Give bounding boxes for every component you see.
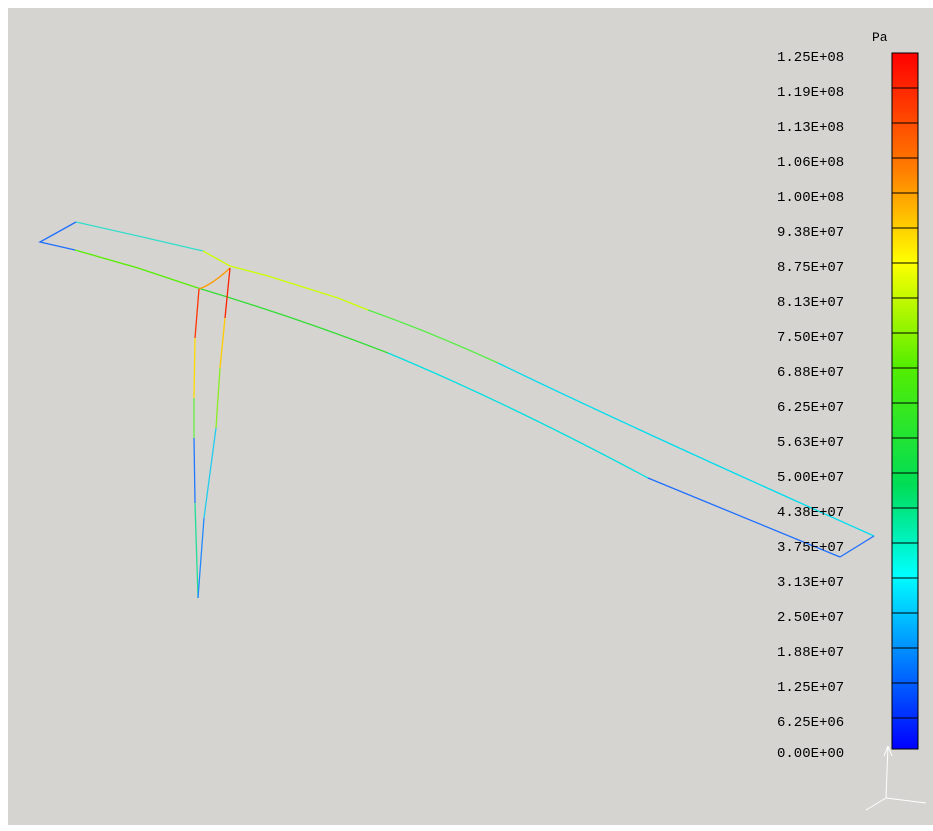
legend-value-label: 1.19E+08: [777, 85, 845, 101]
legend-value-label: 1.25E+08: [777, 50, 845, 66]
beam-wireframe: [38, 221, 875, 558]
beam-bottom-edge: [197, 287, 389, 354]
legend-value-label: 1.13E+08: [777, 120, 845, 136]
strut-left-edge: [194, 288, 200, 339]
strut-right-edge: [224, 267, 231, 319]
beam-top-edge: [75, 221, 204, 252]
beam-top-edge: [202, 250, 369, 311]
coordinate-triad-icon: [865, 745, 927, 811]
strut-right-edge: [197, 517, 205, 599]
beam-top-edge: [367, 309, 499, 364]
stress-model-view[interactable]: [8, 8, 933, 825]
beam-bottom-edge: [387, 352, 649, 479]
beam-left-end-edge: [38, 221, 77, 251]
legend-value-label: 6.25E+07: [777, 400, 845, 416]
legend-value-label: 6.88E+07: [777, 365, 845, 381]
legend-value-label: 4.38E+07: [777, 505, 845, 521]
legend-unit-label: Pa: [872, 30, 888, 45]
legend-value-label: 3.13E+07: [777, 575, 845, 591]
beam-top-edge: [497, 362, 875, 537]
strut-wireframe: [193, 267, 231, 599]
beam-bottom-edge: [647, 477, 841, 558]
color-legend-bar: [891, 52, 919, 750]
legend-value-label: 8.75E+07: [777, 260, 845, 276]
beam-right-end-edge: [839, 535, 875, 558]
strut-left-edge: [193, 337, 196, 399]
legend-value-label: 5.00E+07: [777, 470, 845, 486]
strut-left-edge: [193, 437, 196, 504]
graphics-viewport[interactable]: Pa 1.25E+08 1.19E+08 1.13E+08 1.06E+08 1…: [8, 8, 933, 825]
strut-right-edge: [215, 367, 221, 429]
legend-value-label: 1.06E+08: [777, 155, 845, 171]
strut-left-edge: [194, 502, 199, 599]
strut-right-edge: [203, 427, 217, 519]
beam-bottom-edge: [74, 249, 199, 289]
legend-value-label: 3.75E+07: [777, 540, 845, 556]
legend-value-label: 6.25E+06: [777, 715, 845, 731]
legend-value-label: 7.50E+07: [777, 330, 845, 346]
legend-value-label: 0.00E+00: [777, 746, 845, 762]
legend-value-label: 2.50E+07: [777, 610, 845, 626]
legend-value-label: 9.38E+07: [777, 225, 845, 241]
legend-gradient: [892, 53, 918, 749]
legend-value-label: 1.88E+07: [777, 645, 845, 661]
strut-joint-arc: [198, 267, 231, 290]
legend-value-label: 5.63E+07: [777, 435, 845, 451]
legend-value-label: 8.13E+07: [777, 295, 845, 311]
strut-right-edge: [219, 317, 226, 369]
legend-value-label: 1.00E+08: [777, 190, 845, 206]
legend-value-label: 1.25E+07: [777, 680, 845, 696]
